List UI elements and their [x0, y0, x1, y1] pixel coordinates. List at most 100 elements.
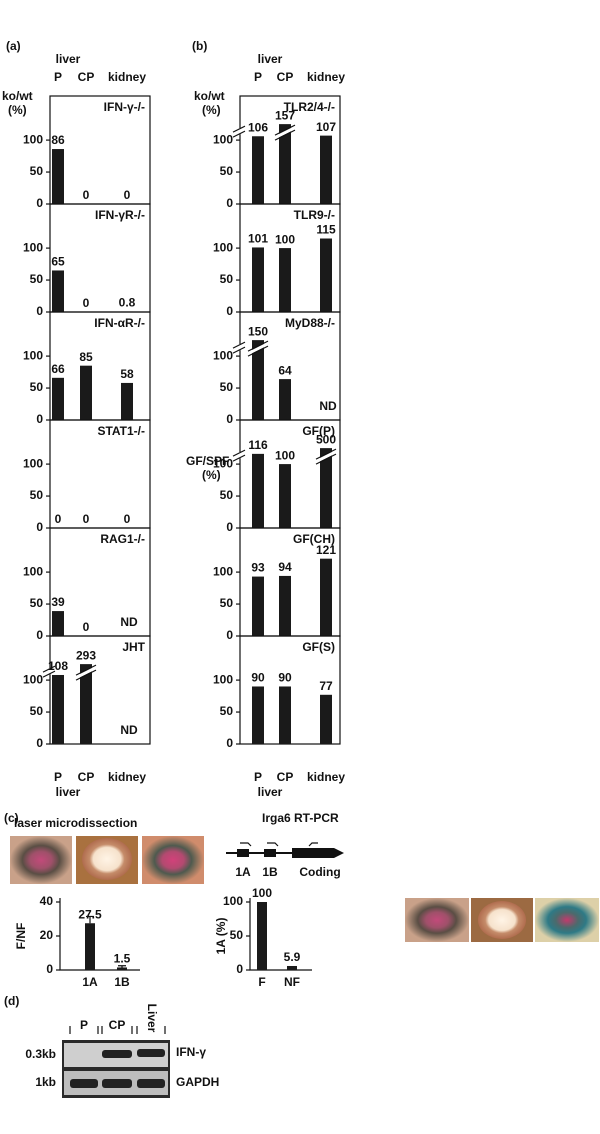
chart-title: TLR9-/-	[294, 208, 335, 222]
y-tick-label: 100	[23, 672, 43, 686]
bar	[252, 453, 264, 528]
value-label: ND	[120, 723, 138, 737]
value-label: 0	[83, 188, 90, 202]
value-label: 58	[120, 367, 134, 381]
y-tick-label: 0	[36, 304, 43, 318]
value-label: 293	[76, 648, 96, 662]
bar-break	[247, 340, 269, 357]
gene-diagram	[226, 842, 344, 858]
y-unit: (%)	[8, 103, 27, 117]
group-label: liver	[56, 785, 81, 799]
y-tick-label: 0	[36, 412, 43, 426]
y-tick-label: 50	[220, 380, 234, 394]
y-tick-label: 20	[40, 928, 54, 942]
gel-band	[102, 1079, 132, 1088]
value-label: 0	[83, 512, 90, 526]
value-label: 0	[124, 188, 131, 202]
bar	[320, 558, 332, 636]
y-label: ko/wt	[194, 89, 225, 103]
bar	[279, 124, 291, 204]
bar	[252, 576, 264, 636]
axis-break-gap	[234, 344, 246, 351]
value-label: 0	[55, 512, 62, 526]
value-label: 0	[83, 620, 90, 634]
value-label: 64	[278, 363, 292, 377]
y-tick-label: 50	[220, 596, 234, 610]
value-label: 101	[248, 232, 268, 246]
bar-break	[315, 448, 337, 465]
bar	[252, 686, 264, 744]
y-tick-label: 50	[220, 488, 234, 502]
axis-break	[232, 341, 246, 354]
value-label: ND	[120, 615, 138, 629]
y-tick-label: 0	[226, 736, 233, 750]
bar	[52, 611, 64, 636]
gel-band	[137, 1049, 165, 1057]
bar	[279, 464, 291, 528]
y-tick-label: 100	[23, 240, 43, 254]
lane-label: Liver	[145, 1004, 159, 1033]
section-title: laser microdissection	[14, 816, 137, 830]
value-label: 0	[124, 512, 131, 526]
bar	[80, 365, 92, 420]
y-tick-label: 100	[23, 348, 43, 362]
group-label: liver	[258, 785, 283, 799]
x-tick-label: 1B	[114, 975, 130, 989]
chart-title: RAG1-/-	[100, 532, 145, 546]
chart-title: GF(S)	[302, 640, 335, 654]
y-tick-label: 100	[213, 348, 233, 362]
segment-label: 1B	[262, 865, 278, 879]
y-tick-label: 100	[23, 132, 43, 146]
value-label: 0	[83, 296, 90, 310]
value-label: ND	[319, 399, 337, 413]
category-label: CP	[78, 770, 95, 784]
bar	[252, 136, 264, 204]
value-label: 500	[316, 432, 336, 446]
bar	[287, 965, 297, 970]
value-label: 5.9	[284, 950, 301, 964]
bar	[320, 135, 332, 204]
chart-title: TLR2/4-/-	[284, 100, 335, 114]
value-label: 85	[79, 350, 93, 364]
y-tick-label: 0	[36, 196, 43, 210]
chart-title: MyD88-/-	[285, 316, 335, 330]
bar	[252, 247, 264, 312]
y-tick-label: 100	[213, 132, 233, 146]
axis-break	[232, 449, 246, 462]
bar	[52, 149, 64, 204]
y-tick-label: 0	[226, 520, 233, 534]
bar	[320, 448, 332, 528]
gene-label: GAPDH	[176, 1075, 219, 1089]
category-label: kidney	[108, 70, 146, 84]
bar	[80, 664, 92, 744]
y-tick-label: 50	[220, 704, 234, 718]
value-label: 0.8	[119, 296, 136, 310]
value-label: 77	[319, 679, 333, 693]
y-tick-label: 100	[223, 894, 243, 908]
y-tick-label: 0	[226, 412, 233, 426]
y-tick-label: 0	[46, 962, 53, 976]
axis-break	[42, 665, 56, 678]
y-label: GF/SPF	[186, 454, 229, 468]
bar	[252, 340, 264, 420]
value-label: 90	[251, 671, 265, 685]
bar	[52, 270, 64, 312]
bar	[320, 238, 332, 312]
value-label: 93	[251, 561, 265, 575]
segment-label: Coding	[299, 865, 340, 879]
value-label: 100	[252, 886, 272, 900]
value-label: 65	[51, 255, 65, 269]
category-label: CP	[78, 70, 95, 84]
x-tick-label: 1A	[82, 975, 98, 989]
y-tick-label: 50	[30, 380, 44, 394]
category-label: P	[54, 770, 62, 784]
y-tick-label: 50	[220, 272, 234, 286]
y-tick-label: 0	[36, 628, 43, 642]
x-tick-label: F	[258, 975, 265, 989]
category-label: kidney	[307, 770, 345, 784]
value-label: 116	[248, 438, 268, 452]
value-label: 150	[248, 324, 268, 338]
y-tick-label: 0	[236, 962, 243, 976]
y-tick-label: 0	[36, 520, 43, 534]
